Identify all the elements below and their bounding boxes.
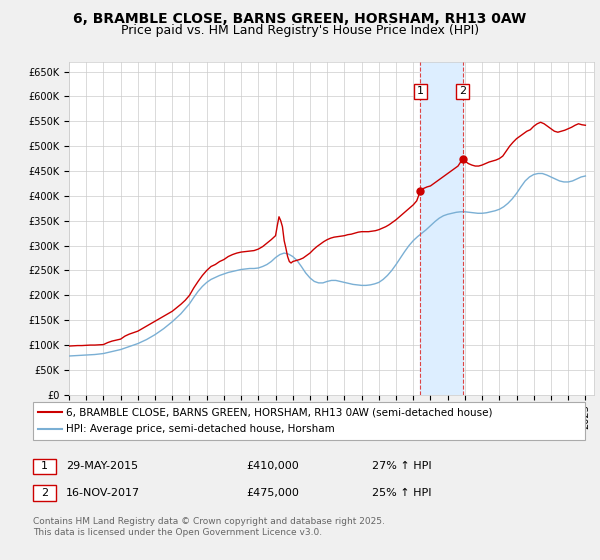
Text: 25% ↑ HPI: 25% ↑ HPI (372, 488, 431, 498)
Bar (421, 62, 463, 395)
Text: Contains HM Land Registry data © Crown copyright and database right 2025.
This d: Contains HM Land Registry data © Crown c… (33, 517, 385, 537)
Text: 16-NOV-2017: 16-NOV-2017 (66, 488, 140, 498)
Text: 27% ↑ HPI: 27% ↑ HPI (372, 461, 431, 472)
Text: 6, BRAMBLE CLOSE, BARNS GREEN, HORSHAM, RH13 0AW: 6, BRAMBLE CLOSE, BARNS GREEN, HORSHAM, … (73, 12, 527, 26)
Text: 1: 1 (417, 86, 424, 96)
Text: £410,000: £410,000 (246, 461, 299, 472)
Text: 6, BRAMBLE CLOSE, BARNS GREEN, HORSHAM, RH13 0AW (semi-detached house): 6, BRAMBLE CLOSE, BARNS GREEN, HORSHAM, … (66, 407, 493, 417)
Text: HPI: Average price, semi-detached house, Horsham: HPI: Average price, semi-detached house,… (66, 424, 335, 434)
Text: 2: 2 (41, 488, 48, 498)
Text: 29-MAY-2015: 29-MAY-2015 (66, 461, 138, 472)
Text: 1: 1 (41, 461, 48, 472)
Text: Price paid vs. HM Land Registry's House Price Index (HPI): Price paid vs. HM Land Registry's House … (121, 24, 479, 36)
Text: 2: 2 (459, 86, 466, 96)
Text: £475,000: £475,000 (246, 488, 299, 498)
